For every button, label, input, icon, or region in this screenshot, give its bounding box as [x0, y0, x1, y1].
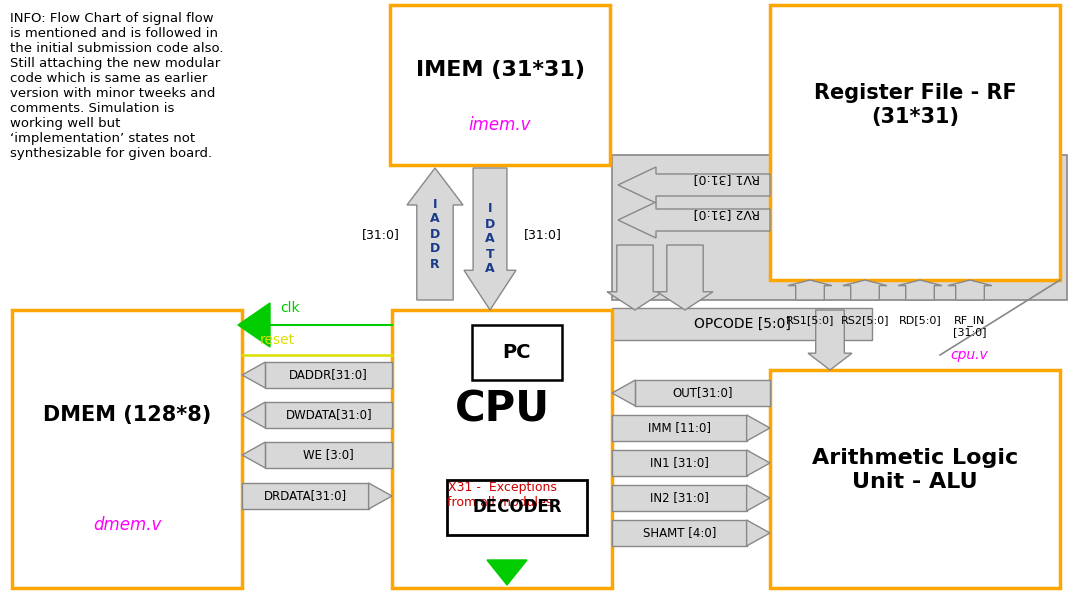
- Text: RS1[5:0]: RS1[5:0]: [786, 315, 834, 325]
- Polygon shape: [746, 450, 770, 476]
- Bar: [266, 402, 392, 428]
- Text: IMEM (31*31): IMEM (31*31): [416, 60, 584, 80]
- Text: dmem.v: dmem.v: [93, 516, 161, 534]
- Bar: [612, 520, 746, 546]
- Text: DWDATA[31:0]: DWDATA[31:0]: [285, 408, 372, 422]
- Text: Arithmetic Logic
Unit - ALU: Arithmetic Logic Unit - ALU: [812, 448, 1018, 492]
- Polygon shape: [238, 303, 270, 347]
- Polygon shape: [242, 362, 266, 388]
- Text: RF_IN
[31:0]: RF_IN [31:0]: [953, 315, 986, 337]
- Bar: [266, 362, 392, 388]
- FancyArrow shape: [607, 245, 662, 310]
- Polygon shape: [746, 520, 770, 546]
- Text: X31 -  Exceptions
from all modules.: X31 - Exceptions from all modules.: [447, 481, 556, 509]
- Text: DMEM (128*8): DMEM (128*8): [43, 405, 211, 425]
- Bar: [472, 325, 562, 380]
- Text: DRDATA[31:0]: DRDATA[31:0]: [264, 490, 347, 502]
- Text: OUT[31:0]: OUT[31:0]: [672, 386, 733, 399]
- Text: [31:0]: [31:0]: [362, 228, 400, 242]
- Bar: [612, 308, 872, 340]
- Text: PC: PC: [503, 343, 532, 362]
- Text: WE [3:0]: WE [3:0]: [303, 448, 354, 462]
- FancyArrow shape: [898, 280, 942, 300]
- Polygon shape: [242, 442, 266, 468]
- Polygon shape: [487, 560, 527, 585]
- Text: [31:0]: [31:0]: [524, 228, 562, 242]
- Text: RV1 [31:0]: RV1 [31:0]: [694, 172, 760, 185]
- Bar: [242, 483, 369, 509]
- Text: imem.v: imem.v: [468, 116, 532, 134]
- FancyArrow shape: [617, 202, 770, 238]
- Text: RS2[5:0]: RS2[5:0]: [840, 315, 890, 325]
- Polygon shape: [746, 415, 770, 441]
- Bar: [636, 380, 770, 406]
- Bar: [770, 5, 1060, 280]
- Text: RV2 [31:0]: RV2 [31:0]: [694, 206, 760, 219]
- Bar: [266, 442, 392, 468]
- Text: SHAMT [4:0]: SHAMT [4:0]: [642, 526, 716, 539]
- FancyArrow shape: [948, 280, 992, 300]
- Bar: [770, 370, 1060, 588]
- Bar: [612, 450, 746, 476]
- FancyArrow shape: [464, 168, 516, 310]
- Polygon shape: [242, 402, 266, 428]
- Polygon shape: [746, 485, 770, 511]
- Bar: [612, 155, 1067, 300]
- Bar: [390, 5, 610, 165]
- Text: CPU: CPU: [455, 389, 550, 431]
- Text: reset: reset: [260, 333, 295, 347]
- Bar: [612, 485, 746, 511]
- Polygon shape: [369, 483, 392, 509]
- FancyArrow shape: [788, 280, 832, 300]
- Text: INFO: Flow Chart of signal flow
is mentioned and is followed in
the initial subm: INFO: Flow Chart of signal flow is menti…: [10, 12, 223, 160]
- Bar: [612, 415, 746, 441]
- Text: IMM [11:0]: IMM [11:0]: [647, 422, 711, 435]
- FancyArrow shape: [657, 245, 713, 310]
- Text: DADDR[31:0]: DADDR[31:0]: [289, 368, 368, 382]
- Text: DECODER: DECODER: [473, 499, 562, 517]
- Text: cpu.v: cpu.v: [950, 348, 987, 362]
- Text: IN2 [31:0]: IN2 [31:0]: [650, 492, 709, 505]
- Text: IN1 [31:0]: IN1 [31:0]: [650, 456, 709, 469]
- Bar: [392, 310, 612, 588]
- Text: clk: clk: [280, 301, 300, 315]
- Bar: [447, 480, 587, 535]
- Text: I
A
D
D
R: I A D D R: [430, 197, 441, 270]
- Text: I
D
A
T
A: I D A T A: [485, 203, 495, 276]
- FancyArrow shape: [617, 167, 770, 203]
- Bar: [12, 310, 242, 588]
- Text: Register File - RF
(31*31): Register File - RF (31*31): [814, 83, 1016, 127]
- Polygon shape: [612, 380, 636, 406]
- Text: OPCODE [5:0]: OPCODE [5:0]: [694, 317, 790, 331]
- FancyArrow shape: [843, 280, 887, 300]
- Text: RD[5:0]: RD[5:0]: [898, 315, 941, 325]
- FancyArrow shape: [808, 310, 852, 370]
- FancyArrow shape: [407, 168, 463, 300]
